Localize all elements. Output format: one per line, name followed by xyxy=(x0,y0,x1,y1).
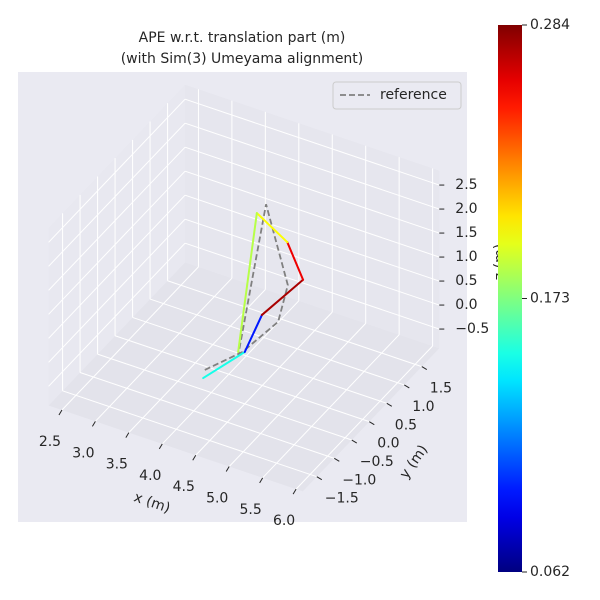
y-tick xyxy=(404,384,410,389)
z-tick-label: 0.5 xyxy=(455,273,477,289)
grid-line xyxy=(79,372,335,459)
side-pane xyxy=(48,84,186,406)
x-tick-label: 3.0 xyxy=(72,445,94,461)
grid-line xyxy=(48,98,186,243)
colorbar-tick-label: 0.284 xyxy=(530,17,570,33)
grid-line xyxy=(184,194,440,282)
z-tick-label: 2.5 xyxy=(455,177,477,193)
z-tick-label: 2.0 xyxy=(455,201,477,217)
trajectory-segment xyxy=(243,313,263,354)
floor-pane xyxy=(48,262,440,492)
x-tick-label: 3.5 xyxy=(106,457,128,473)
grid-line xyxy=(184,242,440,330)
y-tick-label: −1.5 xyxy=(325,491,359,507)
grid-line xyxy=(132,316,387,404)
grid-line xyxy=(295,345,433,490)
grid-line xyxy=(184,98,440,186)
trajectory-segment xyxy=(255,212,289,244)
grid-line xyxy=(228,323,367,467)
colorbar xyxy=(498,25,522,572)
x-tick-label: 4.0 xyxy=(139,468,161,484)
y-tick xyxy=(316,476,323,481)
z-tick-label: −0.5 xyxy=(455,321,489,337)
back-pane xyxy=(185,84,440,349)
grid-line xyxy=(184,146,440,234)
x-tick-label: 4.5 xyxy=(173,479,195,495)
z-tick-label: 1.0 xyxy=(455,249,477,265)
grid-line xyxy=(48,194,186,339)
x-tick xyxy=(58,409,63,416)
colorbar-tick-label: 0.173 xyxy=(530,291,570,307)
y-tick-label: 0.0 xyxy=(377,436,399,452)
y-tick xyxy=(386,402,393,407)
x-tick-label: 5.0 xyxy=(206,491,228,507)
grid-line xyxy=(48,122,186,267)
trajectory-segment xyxy=(260,278,305,316)
grid-line xyxy=(48,218,186,363)
trajectory-segment xyxy=(202,351,246,380)
colorbar-tick-label: 0.062 xyxy=(530,564,570,580)
y-tick xyxy=(421,366,428,371)
grid-line xyxy=(149,298,405,386)
grid-line xyxy=(262,334,400,479)
y-tick xyxy=(351,439,358,444)
colorbar-ticks: 0.062 0.173 0.284 xyxy=(522,17,570,580)
grid-line xyxy=(48,170,186,315)
x-tick xyxy=(125,432,130,438)
grid-line xyxy=(167,280,422,368)
trajectory-segment xyxy=(237,212,258,353)
x-tick-label: 6.0 xyxy=(273,513,295,529)
plot xyxy=(202,203,305,380)
x-tick xyxy=(91,421,96,427)
trajectory-segment xyxy=(286,241,305,281)
grid-line xyxy=(195,311,333,456)
y-tick xyxy=(334,457,340,462)
x-tick xyxy=(259,477,264,484)
grid-line xyxy=(184,122,440,210)
x-tick xyxy=(158,443,163,450)
x-tick xyxy=(225,466,230,472)
grid-line xyxy=(184,218,440,306)
y-tick-label: 0.5 xyxy=(395,417,417,433)
legend: reference xyxy=(332,81,462,110)
y-tick-label: 1.5 xyxy=(430,381,452,397)
grid-line xyxy=(184,170,440,258)
y-tick-label: −1.0 xyxy=(342,472,376,488)
y-tick-label: 1.0 xyxy=(412,399,434,415)
grid-line xyxy=(114,335,370,423)
grid-line xyxy=(48,242,186,387)
z-tick-label: 1.5 xyxy=(455,225,477,241)
panes: 2.5 3.0 3.5 4.0 4.5 5.0 5.5 6.0 −1.5 −1.0 −0.5 0.0 0… xyxy=(39,84,489,529)
grid-line xyxy=(95,277,233,422)
legend-label: reference xyxy=(380,87,447,103)
x-tick xyxy=(292,488,297,495)
legend-box xyxy=(332,81,462,110)
grid-line xyxy=(48,146,186,291)
grid-line xyxy=(62,390,317,478)
grid-line xyxy=(97,353,352,441)
chart-title: APE w.r.t. translation part (m) xyxy=(139,30,346,46)
y-tick-label: −0.5 xyxy=(360,454,394,470)
x-tick-label: 5.5 xyxy=(240,502,262,518)
chart-subtitle: (with Sim(3) Umeyama alignment) xyxy=(121,51,364,67)
z-tick-label: 0.0 xyxy=(455,297,477,313)
y-tick xyxy=(369,421,375,426)
x-tick xyxy=(192,454,197,461)
grid-line xyxy=(61,266,199,411)
reference-line xyxy=(204,203,289,371)
x-tick-label: 2.5 xyxy=(39,434,61,450)
